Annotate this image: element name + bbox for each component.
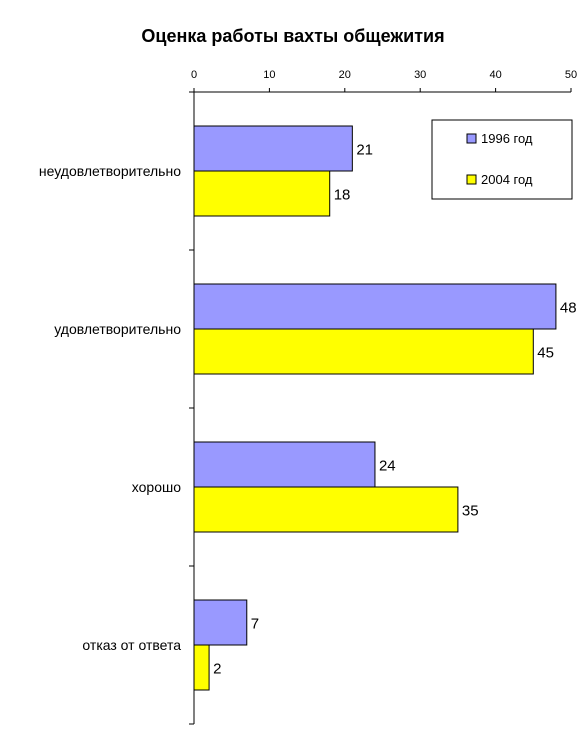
bar — [193, 599, 248, 646]
bar — [193, 125, 353, 172]
legend: 1996 год 2004 год — [431, 119, 573, 200]
bar — [193, 644, 210, 691]
x-tick-label: 20 — [339, 69, 351, 81]
x-tick-label: 30 — [414, 69, 426, 81]
legend-label-2004: 2004 год — [481, 172, 533, 187]
x-tick-label: 40 — [489, 69, 501, 81]
legend-label-1996: 1996 год — [481, 131, 533, 146]
bar — [193, 486, 459, 533]
x-tick-label: 0 — [191, 69, 197, 81]
data-label: 48 — [560, 300, 577, 317]
data-label: 24 — [379, 458, 396, 475]
data-label: 45 — [537, 345, 554, 362]
category-label: хорошо — [132, 479, 181, 495]
legend-swatch-1996 — [466, 133, 477, 144]
legend-swatch-2004 — [466, 174, 477, 185]
legend-box — [431, 119, 573, 200]
x-tick-label: 50 — [565, 69, 577, 81]
data-label: 2 — [213, 661, 221, 678]
category-label: отказ от ответа — [82, 637, 181, 653]
data-label: 35 — [462, 503, 479, 520]
bar — [193, 328, 534, 375]
category-label: неудовлетворительно — [39, 163, 181, 179]
bar — [193, 441, 376, 488]
bar — [193, 283, 557, 330]
category-label: удовлетворительно — [54, 321, 181, 337]
chart-title: Оценка работы вахты общежития — [141, 26, 444, 46]
bars-layer: 21 18 48 45 24 35 7 2 — [193, 125, 577, 691]
x-tick-label: 10 — [263, 69, 275, 81]
bar — [193, 170, 331, 217]
data-label: 18 — [334, 187, 351, 204]
data-label: 7 — [251, 616, 259, 633]
data-label: 21 — [356, 142, 373, 159]
